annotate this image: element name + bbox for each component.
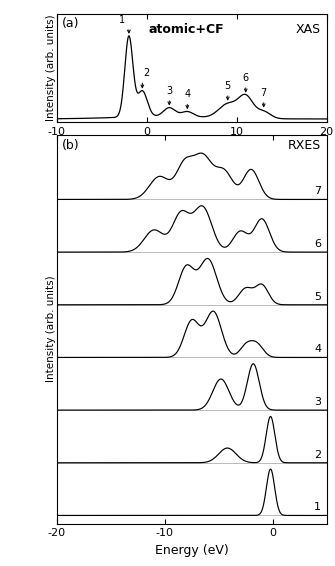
Text: 6: 6 xyxy=(243,72,249,83)
Y-axis label: Intensity (arb. units): Intensity (arb. units) xyxy=(46,15,56,122)
Text: 5: 5 xyxy=(225,81,231,91)
Text: XAS: XAS xyxy=(296,23,321,36)
Text: (b): (b) xyxy=(62,139,80,152)
Text: 1: 1 xyxy=(119,15,125,25)
Text: (a): (a) xyxy=(62,18,80,31)
Text: 2: 2 xyxy=(144,68,150,78)
Text: 7: 7 xyxy=(314,186,321,196)
Text: 5: 5 xyxy=(314,291,321,302)
X-axis label: Energy (eV): Energy (eV) xyxy=(155,544,229,557)
Text: RXES: RXES xyxy=(288,139,321,152)
Text: 3: 3 xyxy=(314,397,321,407)
Text: 6: 6 xyxy=(314,239,321,249)
Text: atomic+CF: atomic+CF xyxy=(149,23,224,36)
Text: 3: 3 xyxy=(166,85,173,96)
Text: 7: 7 xyxy=(261,88,267,97)
Y-axis label: Intensity (arb. units): Intensity (arb. units) xyxy=(46,276,56,383)
Text: 2: 2 xyxy=(314,450,321,460)
Text: 1: 1 xyxy=(314,503,321,512)
Text: 4: 4 xyxy=(314,344,321,354)
Text: 4: 4 xyxy=(184,89,190,99)
